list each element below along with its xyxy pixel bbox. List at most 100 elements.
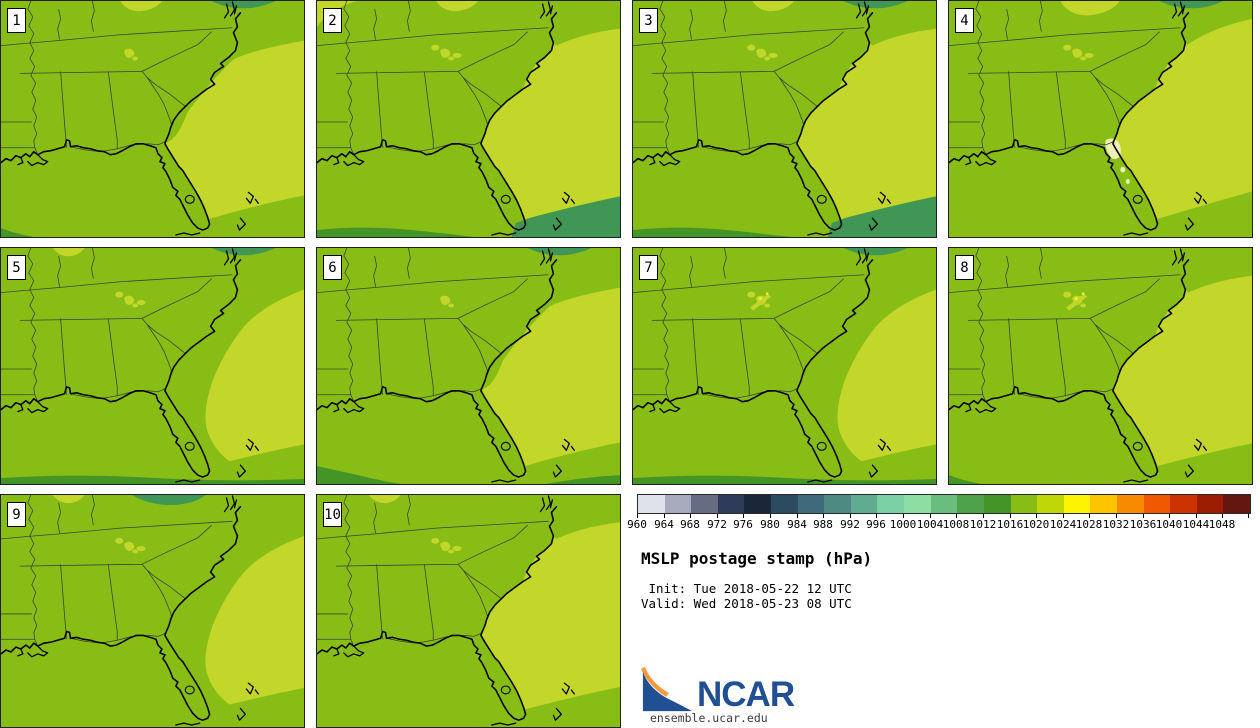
colorbar-step-1016 [1010,495,1038,513]
colorbar-tick [1089,514,1090,518]
colorbar-tick-label: 960 [627,518,647,531]
colorbar-step-1032 [1116,495,1144,513]
member-number-badge: 9 [7,502,26,527]
colorbar-tick-label: 1028 [1075,518,1103,531]
colorbar-step-984 [797,495,825,513]
colorbar-tick-label: 1008 [942,518,970,531]
colorbar-step-992 [850,495,878,513]
colorbar-tick-label: 980 [760,518,780,531]
mslp-map [1,1,304,237]
mslp-map [949,1,1252,237]
valid-time-text: Valid: Wed 2018-05-23 08 UTC [641,596,852,611]
colorbar-tick [1010,514,1011,518]
ensemble-member-panel: 10 [316,494,621,728]
mslp-map [1,495,304,727]
ensemble-member-panel: 5 [0,247,305,485]
member-number: 5 [12,259,21,276]
member-number-badge: 2 [323,8,342,33]
member-number-badge: 5 [7,255,26,280]
colorbar-tick [717,514,718,518]
ncar-logo-text: NCAR [697,675,795,714]
colorbar-tick-label: 976 [733,518,753,531]
colorbar-step-976 [744,495,772,513]
colorbar-swatches [637,494,1251,514]
colorbar-tick [850,514,851,518]
member-number-badge: 4 [955,8,974,33]
ensemble-member-panel: 3 [632,0,937,238]
member-number-badge: 10 [323,502,342,527]
member-number: 4 [960,12,969,29]
colorbar-tick [1036,514,1037,518]
colorbar-step-1028 [1090,495,1117,513]
ensemble-member-panel: 7 [632,247,937,485]
colorbar-tick-label: 968 [680,518,700,531]
colorbar-tick [1116,514,1117,518]
colorbar-step-964 [664,495,692,513]
colorbar-tick-label: 992 [840,518,860,531]
colorbar-tick [876,514,877,518]
colorbar-tick [956,514,957,518]
colorbar-tick [1248,514,1249,518]
colorbar-tick-label: 1004 [916,518,944,531]
colorbar-step-988 [824,495,851,513]
colorbar-tick-label: 988 [813,518,833,531]
member-number: 7 [644,259,653,276]
member-number-badge: 8 [955,255,974,280]
colorbar-step-980 [771,495,798,513]
colorbar-tick-label: 1048 [1208,518,1236,531]
colorbar-step-1048 [1223,495,1251,513]
member-number-badge: 6 [323,255,342,280]
colorbar-tick [1063,514,1064,518]
colorbar-tick-label: 1036 [1129,518,1157,531]
colorbar-step-1004 [930,495,958,513]
ensemble-member-panel: 6 [316,247,621,485]
ensemble-member-panel: 4 [948,0,1253,238]
member-number-badge: 1 [7,8,26,33]
colorbar-tick [930,514,931,518]
ensemble-member-panel: 1 [0,0,305,238]
ncar-swoosh-icon [641,666,693,712]
member-number: 9 [12,506,21,523]
ensemble-member-panel: 9 [0,494,305,728]
colorbar-tick-label: 996 [866,518,886,531]
member-number-badge: 3 [639,8,658,33]
mslp-map [1,248,304,484]
colorbar-tick [1196,514,1197,518]
mslp-map [949,248,1252,484]
colorbar-step-1036 [1143,495,1171,513]
colorbar-step-1000 [904,495,931,513]
member-number-badge: 7 [639,255,658,280]
ensemble-member-panel: 8 [948,247,1253,485]
colorbar-tick-label: 984 [787,518,807,531]
colorbar-step-1012 [983,495,1011,513]
colorbar-tick-label: 1012 [969,518,997,531]
colorbar-tick [1169,514,1170,518]
colorbar-tick [797,514,798,518]
colorbar-tick [983,514,984,518]
colorbar-tick [823,514,824,518]
ensemble-member-panel: 2 [316,0,621,238]
member-number: 2 [328,12,337,29]
member-number: 3 [644,12,653,29]
mslp-map [317,495,620,727]
ncar-logo: NCAR [641,666,861,716]
colorbar-step-1024 [1063,495,1091,513]
colorbar-tick [743,514,744,518]
colorbar-step-996 [877,495,905,513]
colorbar-tick [637,514,638,518]
colorbar-tick [770,514,771,518]
colorbar-tick [1143,514,1144,518]
colorbar-tick-label: 1000 [889,518,917,531]
member-number: 1 [12,12,21,29]
colorbar-step-960 [638,495,665,513]
colorbar-tick-label: 1020 [1022,518,1050,531]
colorbar-tick [690,514,691,518]
colorbar-step-968 [691,495,718,513]
colorbar-tick [1222,514,1223,518]
colorbar-step-1040 [1170,495,1197,513]
colorbar-tick-label: 1016 [996,518,1024,531]
mslp-map [633,1,936,237]
colorbar-tick-label: 1024 [1049,518,1077,531]
site-url: ensemble.ucar.edu [650,711,768,725]
